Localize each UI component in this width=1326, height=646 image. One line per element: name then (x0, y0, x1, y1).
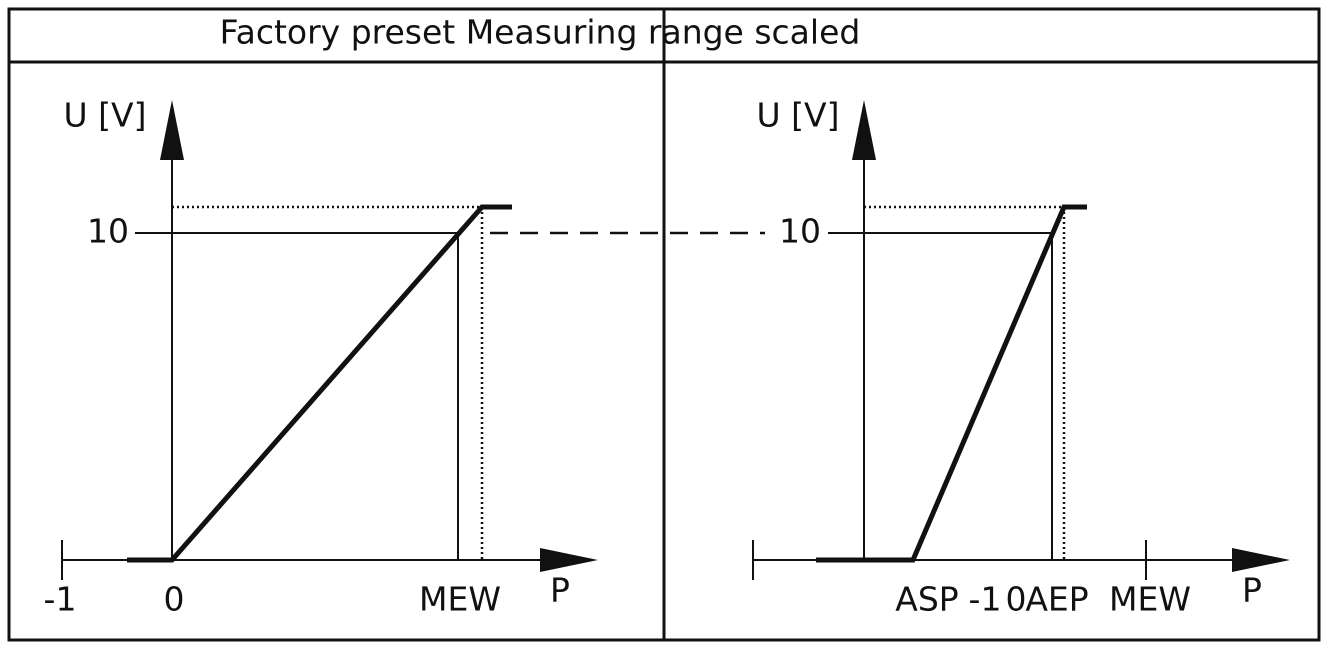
x-label: P (1242, 571, 1262, 610)
x-tick-label: MEW (419, 580, 501, 619)
output-curve (816, 204, 1087, 563)
y-arrow (160, 100, 184, 160)
x-tick-label: 0 (164, 580, 185, 619)
x-arrow (540, 548, 598, 572)
dotted-guide (864, 205, 1066, 560)
y-tick-label: 10 (87, 212, 129, 251)
x-tick-label: AEP (1025, 580, 1088, 619)
y-label: U [V] (64, 96, 147, 135)
x-label: P (550, 571, 570, 610)
x-tick-label: -1 (44, 580, 77, 619)
y-arrow (852, 100, 876, 160)
y-tick-label: 10 (779, 212, 821, 251)
x-tick-label: ASP (895, 580, 958, 619)
x-tick-label: 0 (1006, 580, 1027, 619)
left-graph: U [V] 10 -1 0 MEW P (44, 96, 598, 619)
x-tick-label: -1 (969, 580, 1002, 619)
x-tick-label: MEW (1109, 580, 1191, 619)
right-graph: U [V] 10 ASP -1 0 AEP MEW P (752, 96, 1290, 619)
x-arrow (1232, 548, 1290, 572)
output-curve (127, 204, 512, 563)
y-label: U [V] (757, 96, 840, 135)
title: Factory preset Measuring range scaled (220, 13, 861, 52)
